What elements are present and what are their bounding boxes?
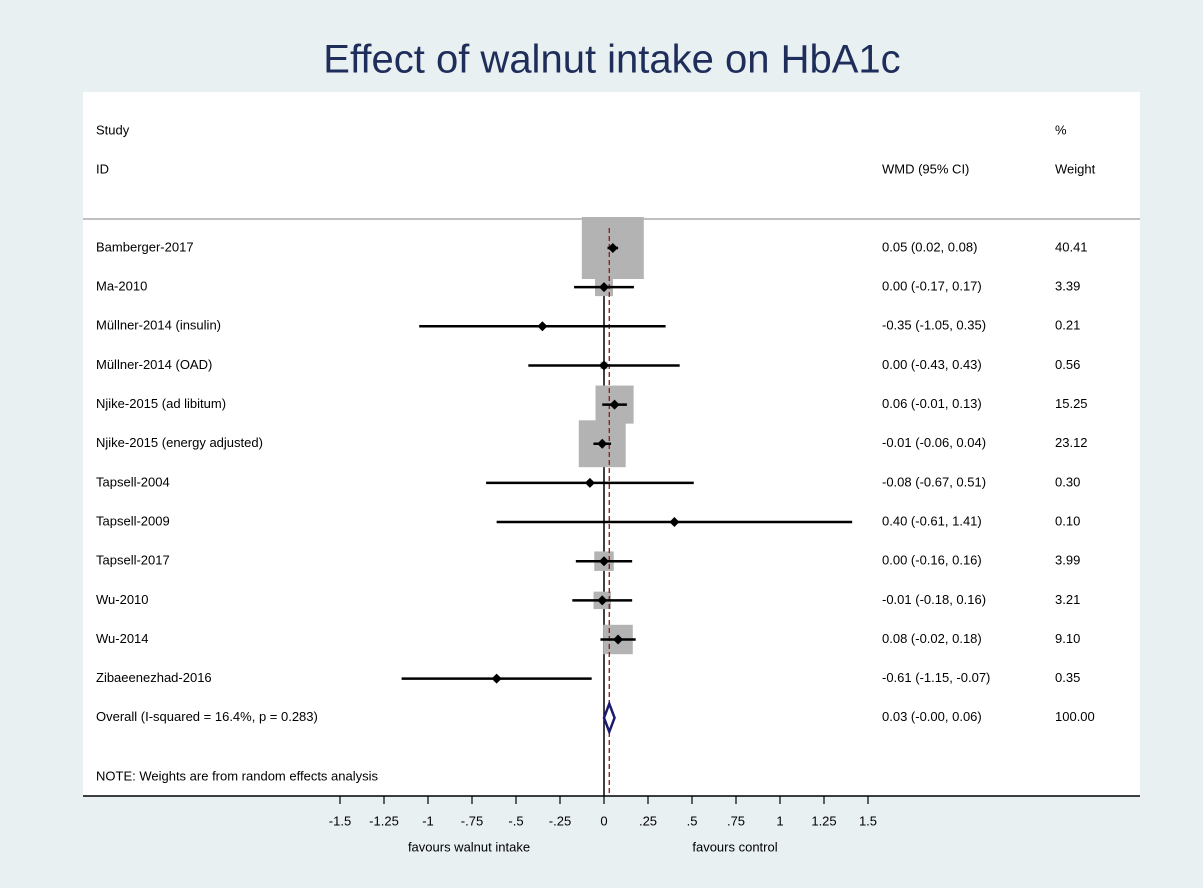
x-tick-label: 1.5 [859, 813, 877, 828]
x-tick-label: -.5 [508, 813, 523, 828]
weight-label: 0.35 [1055, 670, 1080, 685]
point-estimate [599, 556, 609, 567]
study-label: Müllner-2014 (insulin) [96, 318, 221, 333]
study-label: Wu-2014 [96, 631, 149, 646]
x-tick-label: -.75 [461, 813, 483, 828]
weight-label: 9.10 [1055, 631, 1080, 646]
effect-label: 0.40 (-0.61, 1.41) [882, 513, 982, 528]
x-label-right: favours control [692, 839, 777, 854]
effect-label: 0.05 (0.02, 0.08) [882, 239, 977, 254]
point-estimate [609, 399, 620, 410]
header-effect: WMD (95% CI) [882, 161, 969, 176]
study-label: Tapsell-2009 [96, 513, 170, 528]
overall-weight-label: 100.00 [1055, 709, 1095, 724]
weight-label: 3.39 [1055, 279, 1080, 294]
header-id: ID [96, 161, 109, 176]
weight-label: 15.25 [1055, 396, 1088, 411]
study-label: Müllner-2014 (OAD) [96, 357, 212, 372]
study-label: Tapsell-2004 [96, 474, 170, 489]
study-label: Zibaeenezhad-2016 [96, 670, 212, 685]
study-label: Wu-2010 [96, 592, 149, 607]
header-study: Study [96, 122, 130, 137]
weight-label: 0.21 [1055, 318, 1080, 333]
point-estimate [607, 243, 618, 253]
x-tick-label: -1.5 [329, 813, 351, 828]
effect-label: -0.08 (-0.67, 0.51) [882, 474, 986, 489]
point-estimate [669, 517, 680, 528]
effect-label: -0.01 (-0.18, 0.16) [882, 592, 986, 607]
chart-title: Effect of walnut intake on HbA1c [323, 38, 900, 82]
x-tick-label: -1 [422, 813, 434, 828]
point-estimate [491, 673, 502, 684]
x-tick-label: .25 [639, 813, 657, 828]
effect-label: -0.61 (-1.15, -0.07) [882, 670, 990, 685]
effect-label: -0.01 (-0.06, 0.04) [882, 435, 986, 450]
point-estimate [599, 360, 609, 371]
effect-label: 0.00 (-0.43, 0.43) [882, 357, 982, 372]
weight-label: 0.56 [1055, 357, 1080, 372]
x-tick-label: .5 [687, 813, 698, 828]
point-estimate [613, 634, 624, 645]
overall-effect-label: 0.03 (-0.00, 0.06) [882, 709, 982, 724]
study-label: Tapsell-2017 [96, 553, 170, 568]
x-tick-label: .75 [727, 813, 745, 828]
effect-label: 0.00 (-0.16, 0.16) [882, 553, 982, 568]
weight-label: 0.10 [1055, 513, 1080, 528]
x-tick-label: 0 [600, 813, 607, 828]
study-label: Njike-2015 (ad libitum) [96, 396, 226, 411]
weight-label: 40.41 [1055, 239, 1088, 254]
effect-label: 0.08 (-0.02, 0.18) [882, 631, 982, 646]
weight-label: 0.30 [1055, 474, 1080, 489]
point-estimate [584, 477, 595, 488]
effect-label: 0.06 (-0.01, 0.13) [882, 396, 982, 411]
overall-label: Overall (I-squared = 16.4%, p = 0.283) [96, 709, 318, 724]
x-tick-label: 1.25 [811, 813, 836, 828]
weight-label: 3.99 [1055, 553, 1080, 568]
x-tick-label: 1 [776, 813, 783, 828]
point-estimate [599, 282, 609, 293]
effect-label: -0.35 (-1.05, 0.35) [882, 318, 986, 333]
header-pct: % [1055, 122, 1067, 137]
point-estimate [597, 438, 608, 449]
weight-label: 3.21 [1055, 592, 1080, 607]
x-label-left: favours walnut intake [408, 839, 530, 854]
note: NOTE: Weights are from random effects an… [96, 768, 379, 783]
effect-label: 0.00 (-0.17, 0.17) [882, 279, 982, 294]
overall-diamond [602, 700, 616, 736]
study-label: Njike-2015 (energy adjusted) [96, 435, 263, 450]
x-tick-label: -.25 [549, 813, 571, 828]
weight-label: 23.12 [1055, 435, 1088, 450]
point-estimate [537, 321, 548, 332]
header-weight: Weight [1055, 161, 1096, 176]
x-tick-label: -1.25 [369, 813, 399, 828]
study-label: Ma-2010 [96, 279, 147, 294]
point-estimate [597, 595, 608, 606]
study-label: Bamberger-2017 [96, 239, 194, 254]
